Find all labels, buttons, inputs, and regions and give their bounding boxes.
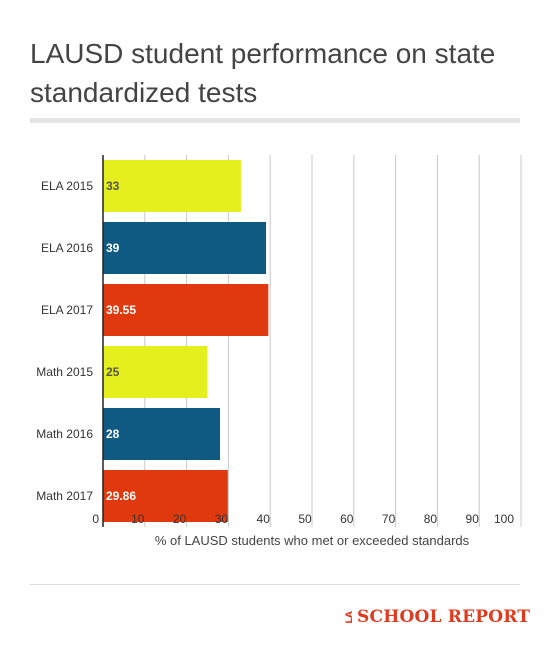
x-tick-label-10: 10 xyxy=(131,512,145,526)
category-label-0: ELA 2015 xyxy=(41,179,93,193)
x-tick-label-20: 20 xyxy=(173,512,187,526)
x-tick-label-50: 50 xyxy=(298,512,312,526)
bar-chart: 33 ELA 2015 39 ELA 2016 39.55 ELA 2017 25 Math … xyxy=(36,155,522,548)
data-label-2: 39.55 xyxy=(106,303,136,317)
bar-2 xyxy=(103,284,269,336)
data-label-4: 28 xyxy=(106,427,120,441)
x-tick-label-40: 40 xyxy=(257,512,271,526)
bar-5 xyxy=(103,470,228,522)
x-tick-label-60: 60 xyxy=(340,512,354,526)
la-school-report-logo: LA SCHOOL REPORT xyxy=(345,606,531,628)
category-label-3: Math 2015 xyxy=(36,365,93,379)
logo-prefix: LA xyxy=(345,610,355,624)
x-tick-label-100: 100 xyxy=(494,512,514,526)
category-label-5: Math 2017 xyxy=(36,489,93,503)
bar-0 xyxy=(103,160,241,212)
bar-1 xyxy=(103,222,267,274)
data-label-5: 29.86 xyxy=(106,489,136,503)
footer-divider xyxy=(30,584,520,585)
category-label-1: ELA 2016 xyxy=(41,241,93,255)
bar-4 xyxy=(103,408,221,460)
x-axis-title: % of LAUSD students who met or exceeded … xyxy=(155,533,470,548)
x-tick-label-90: 90 xyxy=(466,512,480,526)
x-tick-label-80: 80 xyxy=(424,512,438,526)
category-label-2: ELA 2017 xyxy=(41,303,93,317)
data-label-3: 25 xyxy=(106,365,120,379)
title-divider xyxy=(30,118,520,123)
data-label-0: 33 xyxy=(106,179,120,193)
chart-title: LAUSD student performance on state stand… xyxy=(30,38,496,108)
x-tick-label-30: 30 xyxy=(215,512,229,526)
x-tick-label-0: 0 xyxy=(92,512,99,526)
category-label-4: Math 2016 xyxy=(36,427,93,441)
logo-text: SCHOOL REPORT xyxy=(357,607,531,627)
data-label-1: 39 xyxy=(106,241,120,255)
x-tick-label-70: 70 xyxy=(382,512,396,526)
bar-3 xyxy=(103,346,208,398)
